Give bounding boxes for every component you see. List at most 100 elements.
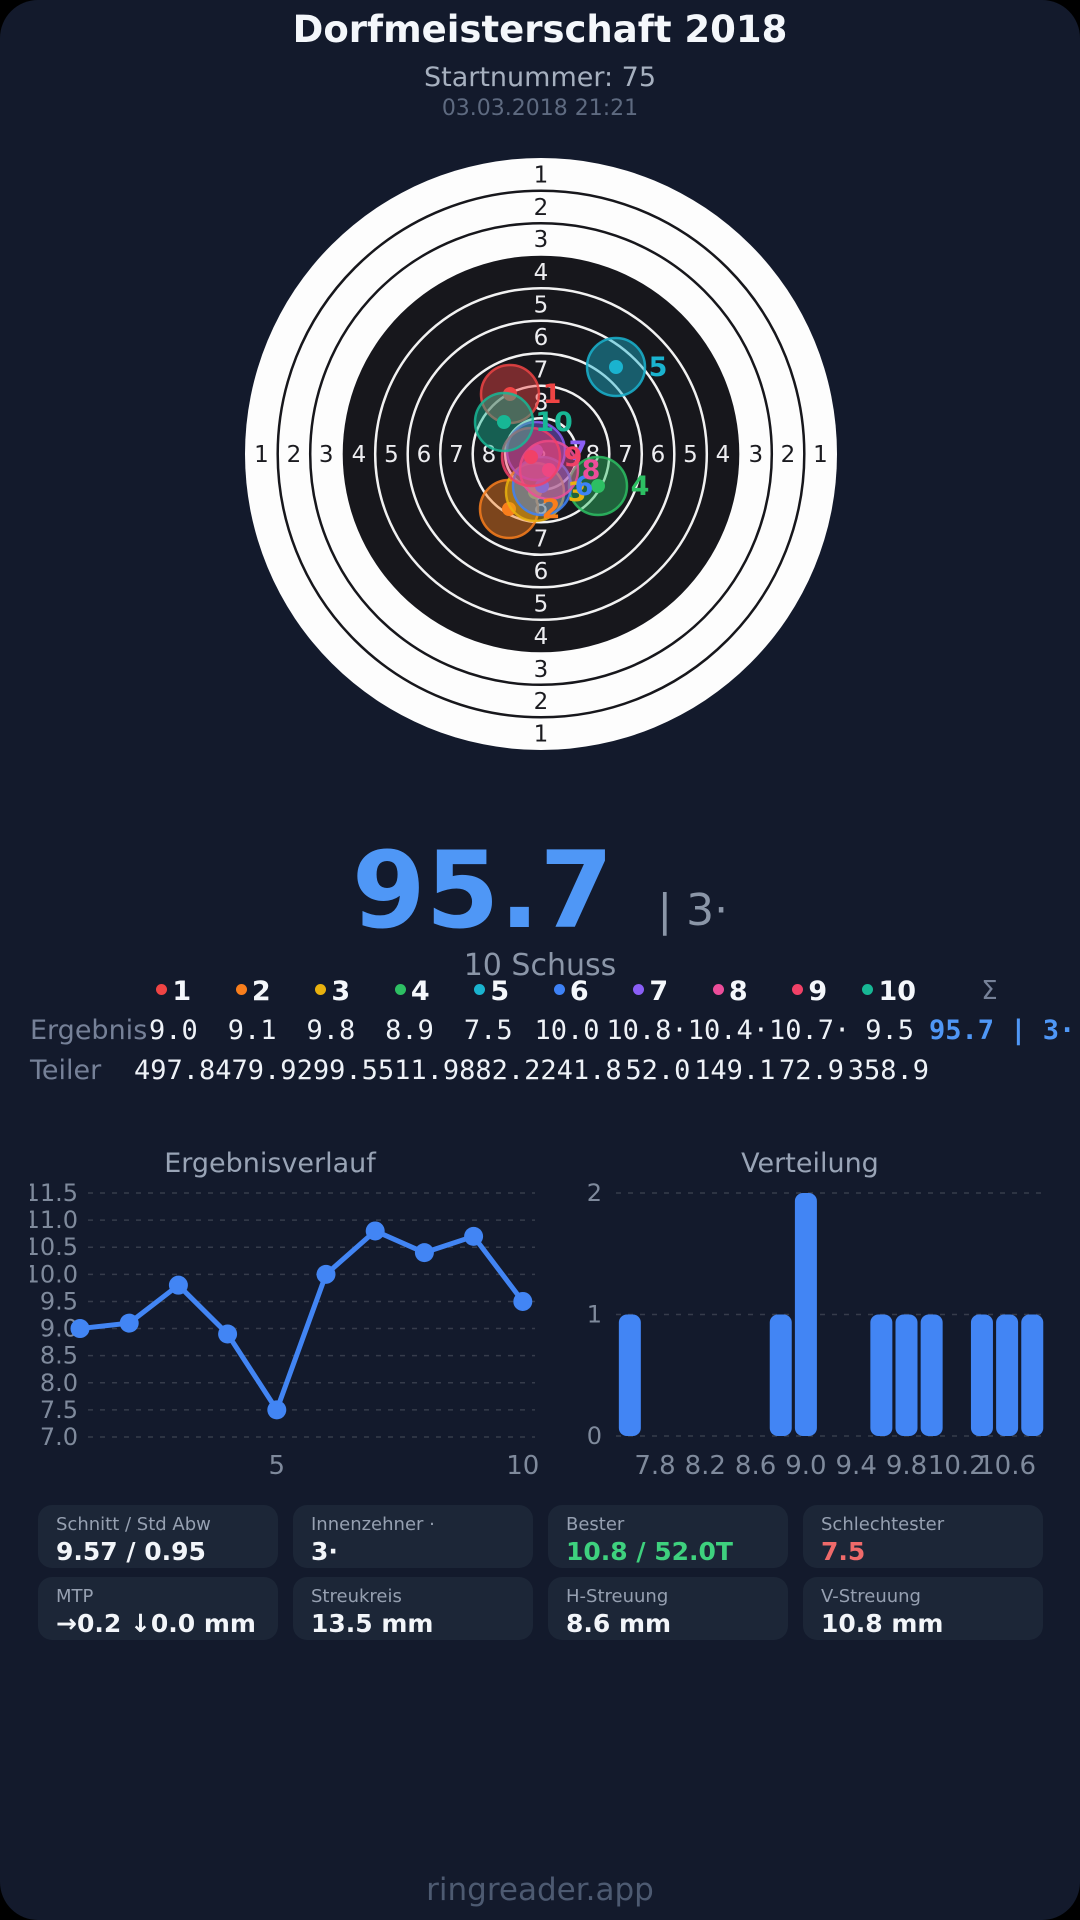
ring-number: 3 [319, 442, 334, 468]
stat-card-bester: Bester 10.8 / 52.0T [548, 1505, 788, 1568]
x-tick-label: 9.0 [785, 1451, 826, 1481]
stat-label: V-Streuung [821, 1586, 921, 1607]
shot-label-5: 5 [649, 352, 668, 383]
x-tick-label: 10 [506, 1451, 539, 1481]
shot-color-dot [633, 983, 645, 995]
shots-table: 1 2 3 4 5 6 7 8 9 10 Σ Ergebnis 9.0 9.1 9.8 8.9 7.5 10.0 1… [30, 972, 1075, 1090]
stat-card-schnitt-std-abw: Schnitt / Std Abw 9.57 / 0.95 [38, 1505, 278, 1568]
ring-number: 2 [287, 442, 302, 468]
data-point [464, 1226, 484, 1246]
ring-number: 5 [534, 592, 549, 618]
x-tick-label: 9.4 [836, 1451, 877, 1481]
data-point [414, 1243, 434, 1263]
ring-number: 4 [716, 442, 731, 468]
histogram-bar [996, 1314, 1019, 1436]
ergebnis-value-5: 7.5 [463, 1014, 513, 1046]
shot-label-6: 6 [575, 471, 594, 502]
histogram-bar [1021, 1314, 1044, 1436]
ergebnis-value-9: 10.7· [768, 1014, 851, 1046]
histogram-bar [970, 1314, 993, 1436]
teiler-value-2: 479.9 [215, 1054, 297, 1086]
stat-label: Bester [566, 1514, 625, 1535]
shot-color-dot [235, 983, 247, 995]
bar-chart-svg: Verteilung 2 1 0 7.8 8.2 8.6 9.0 9.4 9.8 10.210.6 [587, 1148, 1048, 1481]
teiler-value-1: 497.8 [134, 1054, 216, 1086]
ring-number: 5 [683, 442, 698, 468]
score-line [77, 1228, 526, 1413]
total-score-block: 95.7 | 3· [0, 838, 1080, 944]
stat-card-streukreis: Streukreis 13.5 mm [293, 1577, 533, 1640]
row-label-ergebnis: Ergebnis [30, 1014, 148, 1046]
legend-shot-10: 10 [850, 976, 930, 1007]
legend-shot-7: 7 [611, 976, 691, 1007]
shot-marker-4 [567, 455, 629, 517]
data-point [267, 1400, 287, 1420]
ergebnis-value-2: 9.1 [227, 1014, 277, 1046]
ergebnis-value-4: 8.9 [385, 1014, 434, 1046]
row-label-teiler: Teiler [30, 1054, 102, 1086]
histogram-bar [794, 1193, 817, 1436]
shot-color-dot [553, 983, 565, 995]
teiler-value-9: 72.9 [779, 1054, 845, 1086]
stat-value: 7.5 [821, 1537, 866, 1566]
data-point [316, 1264, 336, 1284]
ring-number: 4 [352, 442, 367, 468]
stat-card-h-streuung: H-Streuung 8.6 mm [548, 1577, 788, 1640]
ring-number: 6 [534, 325, 549, 351]
y-tick-label: 8.5 [40, 1342, 78, 1370]
teiler-value-3: 299.5 [296, 1054, 378, 1086]
stat-card-mtp: MTP →0.2 ↓0.0 mm [38, 1577, 278, 1640]
ring-number: 2 [781, 442, 796, 468]
y-tick-label: 9.5 [40, 1287, 78, 1315]
ring-number: 1 [534, 163, 549, 189]
shot-number: 3 [331, 975, 351, 1007]
shot-color-dot [474, 983, 486, 995]
x-tick-label: 5 [269, 1451, 286, 1481]
teiler-value-7: 52.0 [625, 1054, 691, 1086]
shot-number: 8 [728, 975, 748, 1007]
ring-number: 5 [384, 442, 399, 468]
bar-chart: Verteilung 2 1 0 7.8 8.2 8.6 9.0 9.4 9.8 10.2 10.6 [550, 1140, 1070, 1485]
data-point [70, 1319, 90, 1339]
ring-number: 1 [254, 442, 269, 468]
shot-marker-9 [500, 426, 562, 488]
shot-number: 9 [808, 975, 828, 1007]
legend-shot-8: 8 [691, 976, 771, 1007]
start-number: Startnummer: 75 [423, 62, 657, 93]
legend-shot-6: 6 [532, 976, 612, 1007]
shot-color-dot [156, 983, 168, 995]
shot-label-7: 7 [569, 436, 588, 467]
legend-shot-1: 1 [134, 976, 214, 1007]
total-score: 95.7 [351, 829, 614, 952]
ergebnis-value-3: 9.8 [306, 1014, 356, 1046]
y-tick-label: 7.0 [40, 1423, 78, 1451]
stat-value: 3· [311, 1537, 338, 1566]
shot-marker-10 [473, 391, 535, 453]
ring-number: 7 [618, 442, 633, 468]
ring-number: 6 [651, 442, 666, 468]
histogram-bar [920, 1314, 943, 1436]
x-tick-label: 9.8 [886, 1451, 927, 1481]
ring-number: 8 [534, 390, 549, 416]
shot-color-dot [315, 983, 327, 995]
ring-number: 8 [586, 442, 601, 468]
x-tick-label: 10.6 [978, 1451, 1036, 1481]
y-tick-label: 8.0 [40, 1369, 78, 1397]
ring-number: 3 [534, 227, 549, 253]
data-point [119, 1313, 139, 1333]
brand-link[interactable]: ringreader.app [426, 1872, 654, 1908]
teiler-value-4: 511.9 [377, 1054, 460, 1086]
shot-number: 7 [649, 975, 669, 1007]
stat-value: 13.5 mm [311, 1609, 434, 1638]
stat-value: →0.2 ↓0.0 mm [56, 1609, 256, 1638]
ergebnis-value-7: 10.8· [606, 1014, 688, 1046]
ring-number: 1 [813, 442, 828, 468]
ring-number: 6 [534, 559, 549, 585]
shot-label-4: 4 [631, 471, 650, 502]
shot-label-10: 10 [535, 407, 573, 438]
stat-card-schlechtester: Schlechtester 7.5 [803, 1505, 1043, 1568]
date-time: 03.03.2018 21:21 [441, 96, 639, 121]
y-tick-label: 10.5 [30, 1233, 78, 1261]
